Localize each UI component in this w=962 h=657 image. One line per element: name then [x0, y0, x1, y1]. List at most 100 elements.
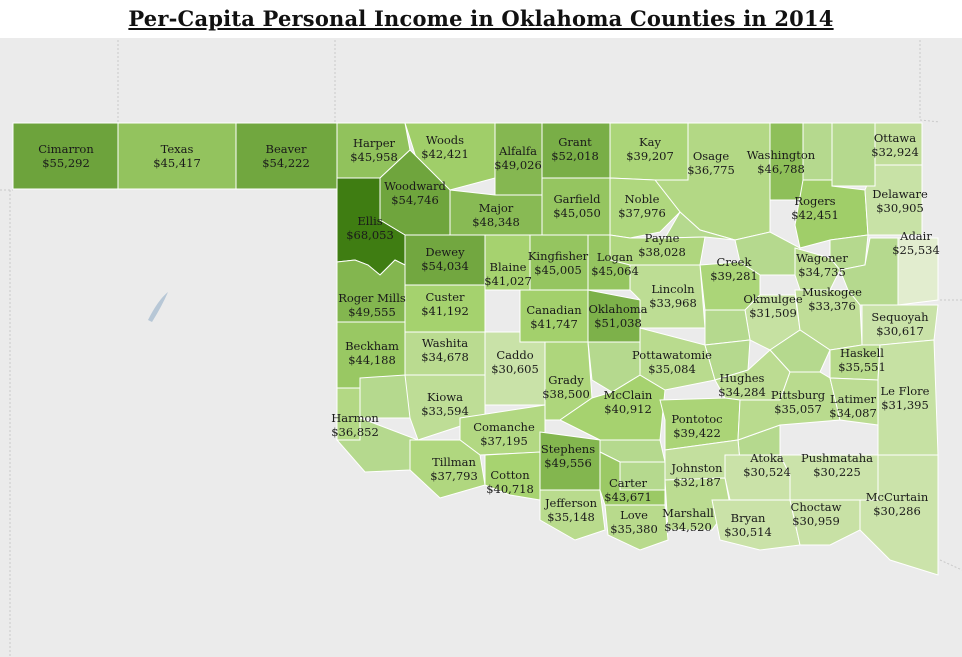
county-name-marshall: Marshall	[662, 506, 714, 520]
county-craig[interactable]	[831, 122, 876, 187]
county-income-harmon: $36,852	[331, 425, 379, 439]
county-income-pittsburg: $35,057	[774, 402, 822, 416]
county-income-choctaw: $30,959	[792, 514, 840, 528]
county-name-pittsburg: Pittsburg	[771, 388, 826, 402]
county-income-osage: $36,775	[687, 163, 735, 177]
county-name-ottawa: Ottawa	[874, 131, 916, 145]
county-income-oklahoma: $51,038	[594, 316, 642, 330]
county-name-hughes: Hughes	[720, 371, 765, 385]
county-bryan[interactable]	[711, 499, 801, 551]
county-name-bryan: Bryan	[731, 511, 766, 525]
county-income-grady: $38,500	[542, 387, 590, 401]
county-name-kay: Kay	[639, 135, 661, 149]
county-choctaw[interactable]	[789, 499, 861, 546]
county-name-osage: Osage	[693, 149, 730, 163]
map-title: Per-Capita Personal Income in Oklahoma C…	[128, 6, 834, 31]
county-income-le-flore: $31,395	[881, 398, 929, 412]
county-income-stephens: $49,556	[544, 456, 592, 470]
county-income-canadian: $41,747	[530, 317, 578, 331]
county-income-tillman: $37,793	[430, 469, 478, 483]
county-name-harmon: Harmon	[331, 411, 379, 425]
county-income-cotton: $40,718	[486, 482, 534, 496]
county-name-wagoner: Wagoner	[796, 251, 848, 265]
county-income-kiowa: $33,594	[421, 404, 469, 418]
county-income-adair: $25,534	[892, 243, 940, 257]
county-name-logan: Logan	[597, 250, 634, 264]
county-pottawatomie[interactable]	[639, 327, 716, 391]
county-income-okmulgee: $31,509	[749, 306, 797, 320]
county-income-payne: $38,028	[638, 245, 686, 259]
county-income-grant: $52,018	[551, 149, 599, 163]
county-income-ellis: $68,053	[346, 228, 394, 242]
county-love[interactable]	[604, 504, 669, 551]
county-income-marshall: $34,520	[664, 520, 712, 534]
county-income-ottawa: $32,924	[871, 145, 919, 159]
county-income-caddo: $30,605	[491, 362, 539, 376]
county-name-beckham: Beckham	[345, 339, 399, 353]
county-name-pontotoc: Pontotoc	[671, 412, 722, 426]
county-name-stephens: Stephens	[541, 442, 595, 456]
county-name-pottawatomie: Pottawatomie	[632, 348, 712, 362]
county-name-caddo: Caddo	[496, 348, 533, 362]
county-name-payne: Payne	[645, 231, 680, 245]
county-name-lincoln: Lincoln	[651, 282, 695, 296]
county-income-atoka: $30,524	[743, 465, 791, 479]
county-pawnee[interactable]	[664, 211, 736, 241]
county-mccurtain[interactable]	[859, 454, 939, 576]
county-name-cotton: Cotton	[490, 468, 530, 482]
county-income-love: $35,380	[610, 522, 658, 536]
county-name-canadian: Canadian	[526, 303, 582, 317]
county-name-le-flore: Le Flore	[881, 384, 930, 398]
county-income-jefferson: $35,148	[547, 510, 595, 524]
county-name-ellis: Ellis	[357, 214, 382, 228]
county-income-pontotoc: $39,422	[673, 426, 721, 440]
county-name-comanche: Comanche	[473, 420, 535, 434]
county-income-beaver: $54,222	[262, 156, 310, 170]
oklahoma-county-map[interactable]: Cimarron$55,292 Texas$45,417 Beaver$54,222…	[0, 38, 962, 657]
county-name-major: Major	[479, 201, 514, 215]
county-income-muskogee: $33,376	[808, 299, 856, 313]
county-income-bryan: $30,514	[724, 525, 772, 539]
county-income-johnston: $32,187	[673, 475, 721, 489]
county-name-sequoyah: Sequoyah	[871, 310, 929, 324]
county-name-roger-mills: Roger Mills	[338, 291, 406, 305]
county-okfuskee[interactable]	[704, 309, 751, 346]
county-income-mccurtain: $30,286	[873, 504, 921, 518]
county-name-kingfisher: Kingfisher	[528, 249, 589, 263]
county-income-comanche: $37,195	[480, 434, 528, 448]
county-name-love: Love	[620, 508, 648, 522]
county-name-custer: Custer	[425, 290, 465, 304]
county-name-woods: Woods	[426, 133, 464, 147]
county-income-kingfisher: $45,005	[534, 263, 582, 277]
state-boundaries	[0, 40, 962, 657]
county-income-hughes: $34,284	[718, 385, 766, 399]
county-income-rogers: $42,451	[791, 208, 839, 222]
county-name-johnston: Johnston	[670, 461, 723, 475]
county-name-muskogee: Muskogee	[802, 285, 862, 299]
county-name-creek: Creek	[717, 255, 753, 269]
county-jefferson[interactable]	[539, 489, 606, 541]
county-name-kiowa: Kiowa	[427, 390, 463, 404]
county-income-sequoyah: $30,617	[876, 324, 924, 338]
county-income-washington: $46,788	[757, 162, 805, 176]
county-name-noble: Noble	[625, 192, 660, 206]
county-name-mccurtain: McCurtain	[866, 490, 929, 504]
county-name-atoka: Atoka	[749, 451, 784, 465]
county-name-alfalfa: Alfalfa	[498, 144, 537, 158]
county-carter[interactable]	[599, 451, 666, 506]
county-income-harper: $45,958	[350, 150, 398, 164]
county-income-pushmataha: $30,225	[813, 465, 861, 479]
county-cleveland[interactable]	[587, 341, 641, 393]
county-name-latimer: Latimer	[830, 392, 877, 406]
county-income-lincoln: $33,968	[649, 296, 697, 310]
county-name-pushmataha: Pushmataha	[801, 451, 873, 465]
county-name-haskell: Haskell	[840, 346, 884, 360]
county-income-kay: $39,207	[626, 149, 674, 163]
county-latimer[interactable]	[829, 377, 879, 426]
county-income-dewey: $54,034	[421, 259, 469, 273]
county-income-woods: $42,421	[421, 147, 469, 161]
county-income-logan: $45,064	[591, 264, 639, 278]
county-name-blaine: Blaine	[490, 260, 527, 274]
county-name-adair: Adair	[899, 229, 932, 243]
county-cotton[interactable]	[484, 451, 541, 501]
